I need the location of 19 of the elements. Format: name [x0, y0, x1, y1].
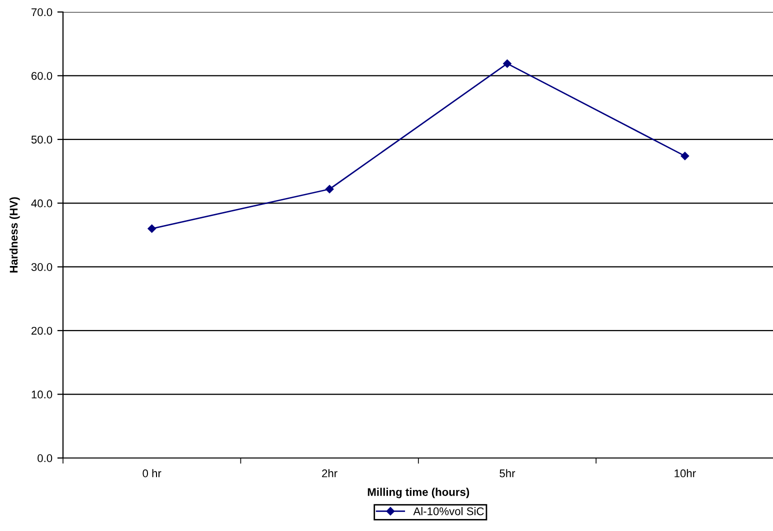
- point: [503, 59, 512, 68]
- x-tick-label: 2hr: [322, 469, 338, 478]
- y-tick-label: 0.0: [38, 454, 52, 462]
- x-tick-label: 0 hr: [142, 469, 162, 478]
- x-tick-label: 10hr: [674, 469, 696, 478]
- y-tick-label: 50.0: [31, 136, 52, 144]
- y-tick-label: 60.0: [32, 72, 52, 80]
- legend-label: Al-10%vol SiC: [413, 507, 484, 516]
- point: [680, 152, 690, 160]
- y-tick-label: 10.0: [32, 390, 52, 398]
- y-tick-label: 20.0: [32, 326, 52, 335]
- y-axis-title: Hardness (HV): [9, 197, 20, 273]
- y-tick-label: 70.0: [32, 8, 52, 16]
- x-axis-title: Milling time (hours): [368, 488, 470, 498]
- point: [325, 184, 334, 194]
- y-tick-label: 30.0: [31, 263, 52, 271]
- point: [148, 224, 156, 233]
- y-tick-label: 40.0: [31, 199, 52, 208]
- x-tick-label: 5hr: [500, 469, 516, 478]
